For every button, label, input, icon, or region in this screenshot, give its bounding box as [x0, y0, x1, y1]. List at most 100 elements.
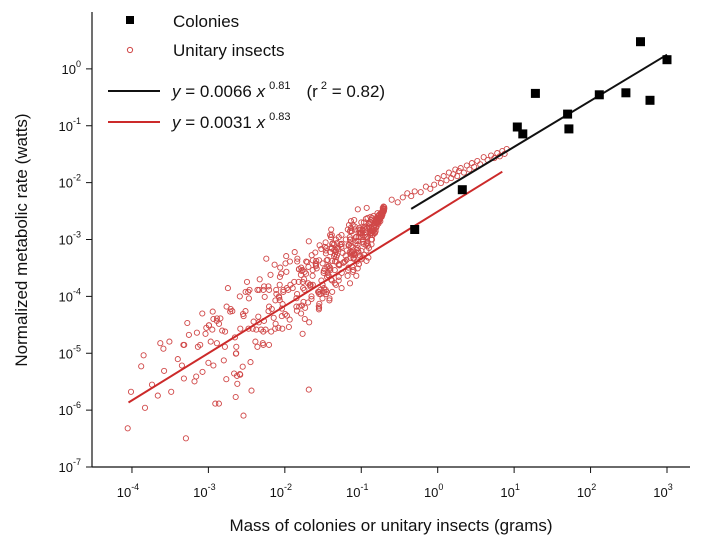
unitary-insect-point — [326, 297, 333, 304]
unitary-insect-point — [308, 293, 315, 300]
x-tick-exp: 1 — [515, 482, 520, 492]
y-tick-exp: -6 — [73, 400, 81, 410]
unitary-insect-point — [271, 261, 278, 268]
unitary-insect-point — [294, 255, 301, 262]
black-fit-r2-post: = 0.82) — [327, 82, 385, 101]
unitary-insect-point — [276, 273, 283, 280]
unitary-insect-point — [353, 272, 360, 279]
unitary-insect-point — [268, 328, 275, 335]
unitary-insect-point — [279, 325, 286, 332]
x-tick-label: 102 — [577, 482, 596, 500]
legend-unitary-marker — [126, 46, 134, 54]
x-tick-exp: 0 — [438, 482, 443, 492]
unitary-insect-point — [182, 435, 189, 442]
x-tick-base: 10 — [346, 485, 360, 500]
unitary-insect-point — [160, 345, 167, 352]
red-fit-x: x — [256, 113, 266, 132]
unitary-insect-point — [305, 238, 312, 245]
unitary-insect-point — [217, 315, 224, 322]
unitary-insect-point — [324, 256, 331, 263]
unitary-insect-point — [265, 341, 273, 348]
unitary-insect-point — [457, 165, 464, 172]
unitary-insect-point — [224, 285, 231, 292]
unitary-insect-point — [261, 293, 268, 300]
unitary-insect-point — [215, 320, 223, 327]
unitary-insect-point — [254, 286, 261, 293]
unitary-insect-point — [327, 267, 334, 274]
unitary-insect-point — [355, 261, 362, 268]
unitary-insect-point — [283, 253, 290, 260]
unitary-insect-point — [305, 299, 312, 306]
black-fit-x: x — [256, 82, 266, 101]
unitary-insect-point — [268, 305, 275, 313]
y-axis-title: Normalized metabolic rate (watts) — [12, 113, 31, 366]
unitary-insect-point — [431, 181, 438, 188]
unitary-insect-point — [359, 254, 366, 261]
red-fit-exp: 0.83 — [269, 111, 290, 123]
unitary-insect-point — [272, 320, 279, 327]
black-fit-r2-pre: (r — [307, 82, 319, 101]
unitary-insect-point — [335, 273, 342, 280]
unitary-insect-point — [346, 234, 353, 241]
y-tick-base: 10 — [59, 233, 73, 248]
unitary-insect-point — [333, 252, 341, 259]
unitary-insect-point — [229, 308, 236, 315]
unitary-insect-point — [338, 285, 345, 292]
unitary-insect-point — [246, 286, 253, 293]
unitary-insect-point — [338, 241, 345, 248]
unitary-insect-point — [267, 271, 274, 278]
unitary-insect-point — [140, 352, 147, 359]
unitary-insect-point — [270, 314, 277, 321]
unitary-insect-point — [283, 285, 290, 292]
black-fit-r2-exp: 2 — [321, 80, 327, 92]
unitary-insect-point — [209, 326, 216, 333]
red-fit-y: y — [171, 113, 182, 132]
unitary-insect-point — [302, 304, 309, 311]
unitary-insect-point — [328, 231, 335, 239]
unitary-insect-point — [138, 363, 145, 370]
colony-point — [636, 37, 645, 47]
unitary-fit-line — [127, 170, 503, 404]
unitary-insect-point — [209, 308, 216, 315]
unitary-insect-point — [276, 297, 283, 304]
y-tick-base: 10 — [59, 176, 73, 191]
unitary-insect-point — [245, 295, 252, 302]
unitary-insect-point — [296, 303, 303, 310]
unitary-insect-point — [256, 276, 263, 283]
black-fit-exp: 0.81 — [269, 80, 290, 92]
unitary-insect-point — [324, 271, 331, 278]
unitary-insect-point — [300, 298, 307, 305]
unitary-insect-point — [240, 412, 247, 419]
unitary-insect-point — [242, 308, 249, 315]
unitary-insect-point — [294, 258, 301, 265]
unitary-insect-point — [247, 359, 254, 366]
colony-point — [518, 129, 528, 139]
unitary-insect-point — [233, 343, 240, 350]
unitary-insect-point — [237, 325, 244, 332]
unitary-insect-point — [205, 322, 213, 329]
unitary-insect-point — [282, 310, 289, 318]
x-tick-base: 10 — [653, 485, 667, 500]
unitary-insect-point — [207, 338, 214, 345]
unitary-insect-point — [210, 362, 217, 369]
y-tick-label: 10-5 — [59, 343, 81, 361]
colony-point — [564, 124, 574, 134]
unitary-insect-point — [181, 341, 188, 348]
legend-colonies-label: Colonies — [173, 12, 239, 31]
unitary-insect-point — [233, 350, 240, 357]
x-tick-base: 10 — [117, 485, 131, 500]
unitary-insect-point — [354, 265, 361, 272]
y-tick-base: 10 — [59, 460, 73, 475]
unitary-insect-point — [222, 328, 229, 335]
unitary-insect-point — [332, 281, 340, 288]
unitary-insect-point — [347, 218, 355, 225]
unitary-insect-point — [351, 216, 358, 224]
unitary-insect-point — [157, 340, 164, 347]
unitary-insect-point — [354, 241, 361, 249]
unitary-insect-point — [256, 286, 263, 293]
red-fit-eq: = 0.0031 — [181, 113, 257, 132]
x-tick-label: 101 — [500, 482, 519, 500]
y-tick-exp: -2 — [73, 173, 81, 183]
unitary-insect-point — [221, 343, 228, 350]
unitary-insect-point — [286, 316, 293, 323]
